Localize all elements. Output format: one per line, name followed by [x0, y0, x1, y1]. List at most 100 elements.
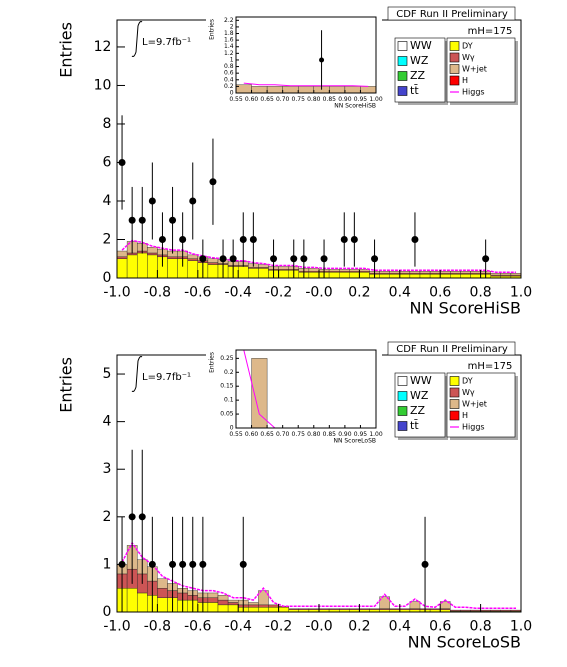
histogram-bar [399, 271, 411, 274]
x-axis-label: NN ScoreLoSB [333, 438, 376, 445]
legend-label: WW [410, 39, 432, 52]
x-tick-label: -0.8 [144, 285, 171, 301]
data-point [320, 255, 328, 263]
y-axis-label: Entries [209, 352, 216, 373]
data-point [239, 560, 247, 568]
y-tick-label: 2.2 [224, 17, 234, 24]
data-point [219, 255, 227, 263]
histogram-bar [500, 272, 512, 276]
histogram-bar [187, 258, 198, 261]
histogram-bar [147, 254, 158, 279]
legend-label: Higgs [462, 423, 485, 432]
histogram-bar [217, 595, 229, 601]
legend-label: ZZ [410, 404, 426, 417]
histogram-bar [308, 268, 320, 272]
legend-swatch [397, 376, 408, 386]
chart-title: CDF Run II Preliminary [396, 344, 508, 355]
data-point [239, 235, 247, 243]
data-point [371, 255, 379, 263]
histogram-bar [187, 260, 198, 279]
histogram-bar [440, 271, 451, 274]
x-tick-label: 0.95 [354, 96, 368, 103]
x-tick-label: 0.75 [292, 431, 306, 438]
data-point [189, 197, 197, 205]
histogram-bar [510, 609, 522, 612]
legend-label: WZ [410, 389, 429, 402]
data-point [300, 255, 308, 263]
y-tick-label: 1.4 [224, 43, 234, 50]
histogram-bar [278, 266, 289, 270]
histogram-bar [329, 86, 346, 94]
chart-title: CDF Run II Preliminary [396, 9, 508, 20]
legend-label: Wγ [462, 53, 475, 62]
histogram-bar [450, 609, 461, 612]
x-tick-label: 1.00 [369, 96, 383, 103]
histogram-bar [460, 271, 471, 274]
histogram-bar [207, 258, 219, 263]
histogram-bar [339, 269, 350, 272]
x-tick-label: 0.55 [229, 96, 243, 103]
data-point [270, 255, 278, 263]
x-tick-label: 0.6 [429, 285, 451, 301]
histogram-bar [288, 608, 300, 610]
data-point [158, 235, 166, 243]
y-tick-label: 1.2 [224, 50, 234, 57]
legend-swatch [397, 391, 408, 401]
x-tick-label: 0.2 [348, 619, 370, 635]
histogram-bar [429, 608, 441, 610]
x-tick-label: 1.00 [369, 431, 383, 438]
legend-swatch [397, 406, 408, 416]
x-tick-label: -0.6 [184, 619, 211, 635]
title-box [387, 6, 516, 21]
histogram-bar [308, 608, 320, 610]
histogram-bar [318, 608, 330, 610]
histogram-bar [389, 608, 401, 610]
legend-label: WW [410, 374, 432, 387]
signal-line [243, 82, 369, 87]
histogram-bar [207, 264, 219, 279]
y-tick-label: 1 [102, 556, 111, 572]
legend-label: WZ [410, 54, 429, 67]
histogram-bar [490, 609, 502, 612]
integral-sign [131, 21, 143, 57]
histogram-bar [282, 86, 299, 94]
y-tick-label: 0.1 [224, 397, 234, 404]
histogram-bar [258, 268, 269, 279]
data-point [128, 513, 136, 521]
histogram-bar [360, 86, 377, 94]
histogram-bar [419, 273, 431, 279]
legend-swatch [449, 52, 460, 63]
x-tick-label: -1.0 [103, 619, 130, 635]
x-tick-label: 0.75 [292, 96, 306, 103]
histogram-bar [126, 588, 138, 613]
y-axis-label: Entries [209, 19, 216, 40]
legend-label: H [462, 411, 468, 420]
histogram-bar [470, 273, 481, 279]
histogram-bar [157, 578, 168, 589]
histogram-bar [460, 609, 471, 612]
histogram-bar [258, 604, 269, 608]
data-point [290, 255, 298, 263]
histogram-bar [389, 273, 401, 279]
plot-frame [235, 349, 377, 429]
mass-label: mH=175 [468, 361, 513, 372]
histogram-bar [207, 262, 219, 265]
y-tick-label: 4 [102, 193, 111, 209]
histogram-bar [308, 272, 320, 279]
histogram-bar [328, 269, 340, 272]
histogram-bar [349, 272, 360, 279]
histogram-bar [460, 273, 471, 279]
y-tick-label: 8 [102, 116, 111, 132]
x-tick-label: 0.80 [307, 96, 321, 103]
histogram-bar [248, 604, 259, 608]
histogram-bar [359, 272, 370, 279]
histogram-bar [167, 256, 178, 259]
histogram-bar [258, 264, 269, 268]
histogram-bar [419, 271, 431, 274]
histogram-bar [409, 271, 421, 274]
data-point [229, 255, 237, 263]
x-tick-label: -0.2 [265, 285, 292, 301]
histogram-bar [147, 252, 158, 256]
histogram-bar [167, 258, 178, 279]
